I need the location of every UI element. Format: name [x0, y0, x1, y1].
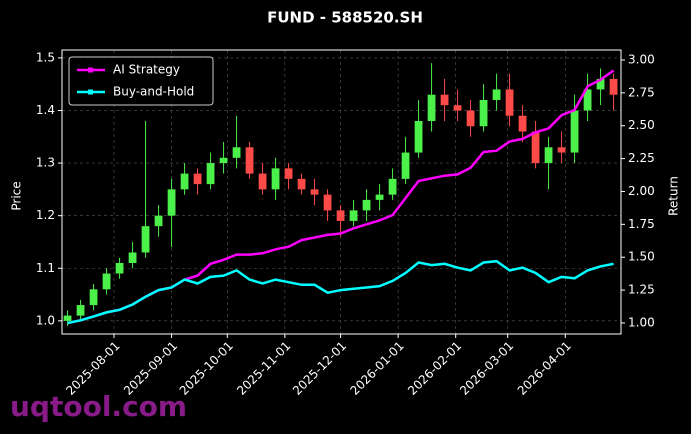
y2-tick-label: 2.00	[628, 184, 655, 198]
candle-body	[297, 178, 306, 190]
y2-tick-label: 1.50	[628, 250, 655, 264]
y2-tick-label: 2.25	[628, 151, 655, 165]
y-tick-label: 1.1	[36, 261, 55, 275]
y-tick-label: 1.3	[36, 156, 55, 170]
candle-body	[258, 173, 267, 190]
candle-body	[336, 210, 345, 221]
candle-body	[531, 131, 540, 164]
candle-body	[271, 168, 280, 190]
legend-marker	[88, 89, 93, 95]
candle-body	[570, 110, 579, 153]
chart-title: FUND - 588520.SH	[267, 9, 423, 27]
watermark: uqtool.com	[10, 390, 187, 423]
candle-body	[375, 194, 384, 200]
y-tick-label: 1.4	[36, 103, 55, 117]
candle-body	[232, 147, 241, 158]
x-tick-label: 2026-04-01	[515, 339, 574, 398]
legend-marker	[88, 67, 93, 73]
y2-tick-label: 3.00	[628, 52, 655, 66]
plot-frame	[61, 49, 622, 335]
candle-body	[466, 110, 475, 127]
candle-body	[284, 168, 293, 179]
candle-body	[180, 173, 189, 190]
legend-label: AI Strategy	[113, 63, 180, 77]
candle-body	[453, 105, 462, 111]
candle-body	[219, 157, 228, 164]
candle-body	[167, 189, 176, 216]
candle-body	[544, 147, 553, 164]
y-tick-label: 1.2	[36, 208, 55, 222]
candle-body	[388, 178, 397, 195]
y-axis-label: Price	[10, 181, 24, 210]
candle-body	[362, 199, 371, 211]
candle-body	[193, 173, 202, 185]
candle-body	[505, 89, 514, 116]
candle-body	[206, 163, 215, 185]
candle-body	[518, 115, 527, 132]
y2-tick-label: 1.00	[628, 315, 655, 329]
x-tick-label: 2025-12-01	[290, 339, 349, 398]
x-tick-label: 2026-01-01	[348, 339, 407, 398]
candle-body	[102, 273, 111, 290]
candle-body	[609, 78, 618, 95]
candle-body	[128, 252, 137, 263]
candle-body	[310, 189, 319, 195]
candle-body	[492, 89, 501, 100]
x-tick-label: 2026-03-01	[457, 339, 516, 398]
candle-body	[63, 315, 72, 321]
candle-body	[414, 121, 423, 153]
candle-body	[349, 210, 358, 221]
y-tick-label: 1.0	[36, 313, 55, 327]
candle-body	[401, 152, 410, 179]
candle-body	[245, 147, 254, 174]
y2-tick-label: 2.75	[628, 85, 655, 99]
candle-body	[141, 226, 150, 253]
candle-body	[427, 94, 436, 121]
candle-body	[115, 263, 124, 274]
candle-body	[583, 89, 592, 111]
y2-tick-label: 1.25	[628, 283, 655, 297]
x-tick-label: 2025-11-01	[234, 339, 293, 398]
candle-body	[440, 94, 449, 106]
line-series	[67, 259, 614, 325]
legend-label: Buy-and-Hold	[113, 85, 194, 99]
y-tick-label: 1.5	[36, 50, 55, 64]
candle-body	[154, 215, 163, 227]
candle-body	[596, 78, 605, 90]
candle-body	[557, 147, 566, 153]
candle-body	[76, 305, 85, 316]
y2-tick-label: 1.75	[628, 217, 655, 231]
candle-body	[323, 194, 332, 211]
x-tick-label: 2026-02-01	[405, 339, 464, 398]
y2-axis-label: Return	[667, 176, 681, 216]
candle-body	[89, 289, 98, 306]
y2-tick-label: 2.50	[628, 118, 655, 132]
candle-body	[479, 99, 488, 127]
